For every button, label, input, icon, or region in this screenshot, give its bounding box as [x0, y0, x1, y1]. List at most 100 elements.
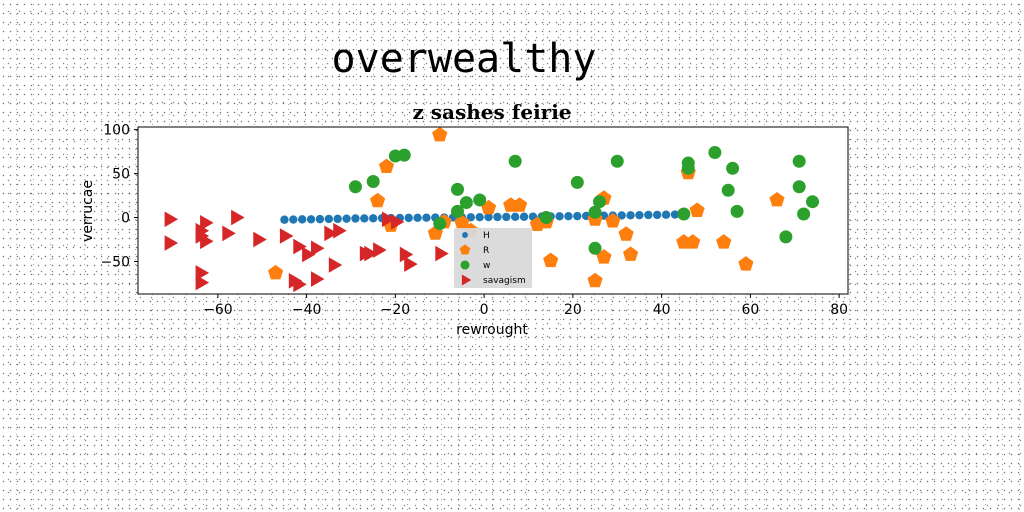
- x-axis: −60 −40 −20 0 20 40 60 80: [203, 294, 848, 318]
- data-point: [315, 214, 325, 224]
- data-point: [508, 154, 522, 168]
- data-point: [164, 235, 179, 251]
- data-point: [324, 225, 338, 242]
- data-point: [454, 214, 470, 230]
- data-point: [596, 249, 612, 264]
- data-point: [351, 214, 360, 223]
- y-axis: −50 0 50 100: [100, 123, 138, 270]
- data-point: [404, 256, 418, 272]
- data-point: [635, 210, 644, 220]
- data-point: [593, 195, 606, 209]
- data-point: [792, 180, 806, 194]
- data-point: [433, 217, 447, 231]
- data-point: [466, 213, 476, 222]
- data-point: [231, 209, 245, 226]
- data-point: [280, 215, 289, 224]
- series-savagism: [164, 209, 449, 293]
- data-point: [268, 264, 284, 280]
- data-point: [716, 234, 732, 249]
- data-point: [399, 246, 414, 263]
- data-point: [605, 213, 621, 228]
- series-R: [268, 126, 785, 288]
- data-point: [293, 276, 307, 293]
- data-point: [708, 145, 722, 159]
- data-point: [587, 272, 603, 288]
- data-point: [644, 210, 653, 220]
- data-point: [493, 212, 502, 222]
- data-point: [652, 210, 662, 220]
- data-point: [573, 211, 582, 221]
- data-point: [432, 126, 448, 142]
- series-w: [348, 145, 819, 255]
- data-point: [324, 214, 334, 224]
- y-tick-label: 0: [121, 211, 130, 227]
- data-point: [368, 214, 378, 223]
- data-point: [200, 233, 214, 250]
- data-point: [435, 245, 449, 262]
- data-point: [806, 195, 819, 209]
- data-point: [670, 210, 680, 219]
- x-tick-label: 20: [564, 302, 582, 318]
- data-point: [570, 175, 584, 189]
- y-tick-label: 100: [103, 123, 130, 139]
- data-point: [738, 256, 754, 271]
- data-point: [459, 196, 473, 210]
- data-point: [681, 156, 695, 170]
- data-point: [306, 215, 316, 224]
- data-point: [610, 154, 624, 168]
- legend: HRw savagism: [454, 228, 532, 288]
- data-point: [342, 214, 351, 223]
- data-point: [779, 230, 793, 244]
- plot-frame: [137, 126, 849, 295]
- data-point: [422, 213, 431, 222]
- data-point: [685, 234, 701, 249]
- data-point: [289, 215, 298, 224]
- x-tick-label: −40: [292, 302, 322, 318]
- data-point: [382, 211, 396, 228]
- data-points: [164, 126, 819, 293]
- data-point: [564, 212, 573, 221]
- data-point: [373, 242, 387, 258]
- y-tick-label: −50: [100, 254, 130, 270]
- data-point: [279, 228, 294, 244]
- data-point: [689, 202, 705, 217]
- data-point: [519, 212, 529, 221]
- legend-label: R: [483, 246, 489, 256]
- legend-label: savagism: [483, 276, 526, 286]
- data-point: [364, 245, 378, 262]
- data-point: [543, 252, 559, 268]
- legend-marker: [460, 260, 470, 270]
- data-point: [200, 215, 214, 231]
- data-point: [769, 192, 785, 207]
- data-point: [512, 197, 528, 212]
- legend-label: w: [483, 261, 490, 271]
- data-point: [366, 174, 380, 188]
- legend-marker: [459, 244, 471, 255]
- legend-marker: [461, 274, 472, 286]
- data-point: [510, 212, 520, 222]
- data-point: [451, 204, 464, 218]
- data-point: [618, 226, 634, 241]
- data-point: [370, 192, 386, 208]
- data-point: [378, 158, 395, 173]
- data-point: [626, 211, 635, 220]
- data-point: [360, 214, 369, 223]
- data-point: [164, 211, 179, 228]
- data-point: [661, 210, 671, 219]
- data-point: [195, 274, 210, 291]
- data-point: [502, 212, 511, 222]
- data-point: [222, 225, 236, 242]
- data-point: [451, 182, 464, 196]
- y-axis-label: verrucae: [80, 180, 96, 242]
- data-point: [297, 215, 307, 224]
- data-point: [333, 214, 342, 224]
- data-point: [328, 257, 343, 273]
- data-point: [475, 212, 484, 222]
- data-point: [413, 213, 422, 222]
- x-tick-label: 60: [741, 302, 759, 318]
- data-point: [484, 212, 493, 222]
- data-point: [623, 246, 639, 261]
- data-point: [311, 271, 325, 287]
- data-point: [730, 204, 744, 218]
